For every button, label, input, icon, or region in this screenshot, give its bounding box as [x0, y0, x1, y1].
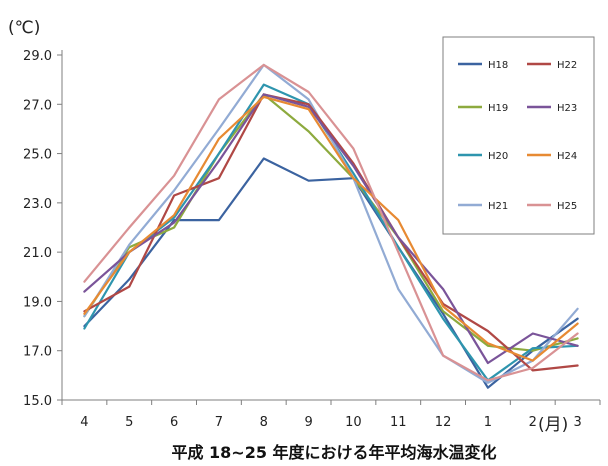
legend-label-h19: H19: [488, 103, 508, 114]
y-axis-unit: (℃): [8, 18, 40, 38]
series-lines: [83, 63, 579, 389]
legend-label-h22: H22: [557, 60, 577, 71]
x-tick-label: 2: [529, 415, 537, 430]
x-tick-label: 7: [215, 415, 223, 430]
legend-label-h20: H20: [488, 151, 508, 162]
legend-label-h18: H18: [488, 60, 508, 71]
legend-label-h24: H24: [557, 151, 577, 162]
legend-label-h21: H21: [488, 201, 508, 212]
y-tick-label: 25.0: [23, 148, 52, 163]
x-tick-label: 1: [484, 415, 492, 430]
series-line-h25: [83, 63, 579, 382]
x-tick-label: 8: [260, 415, 268, 430]
y-tick-label: 17.0: [23, 345, 52, 360]
x-axis-unit: (月): [538, 415, 568, 435]
x-tick-label: 11: [390, 415, 407, 430]
series-line-h22: [83, 93, 579, 372]
y-tick-label: 29.0: [23, 49, 52, 64]
x-axis: 4 5 6 7 8 9 10 11 12 1 2 3: [61, 399, 601, 430]
series-line-h23: [83, 93, 579, 365]
x-tick-label: 4: [80, 415, 88, 430]
x-tick-label: 12: [435, 415, 452, 430]
y-tick-label: 19.0: [23, 295, 52, 310]
chart-caption: 平成 18~25 年度における年平均海水温変化: [171, 443, 496, 462]
x-tick-label: 3: [573, 415, 581, 430]
legend: H18 H22 H19 H23 H20 H24 H21 H25: [442, 36, 595, 235]
x-tick-label: 9: [304, 415, 312, 430]
y-tick-label: 27.0: [23, 98, 52, 113]
y-tick-label: 21.0: [23, 246, 52, 261]
y-tick-label: 15.0: [23, 394, 52, 409]
x-tick-label: 6: [170, 415, 178, 430]
x-tick-label: 5: [125, 415, 133, 430]
legend-label-h25: H25: [557, 201, 577, 212]
y-tick-label: 23.0: [23, 197, 52, 212]
series-line-h24: [83, 95, 579, 362]
x-tick-label: 10: [345, 415, 362, 430]
y-axis: 15.0 17.0 19.0 21.0 23.0 25.0 27.0 29.0: [23, 49, 63, 409]
legend-label-h23: H23: [557, 103, 577, 114]
legend-box: [442, 36, 595, 235]
